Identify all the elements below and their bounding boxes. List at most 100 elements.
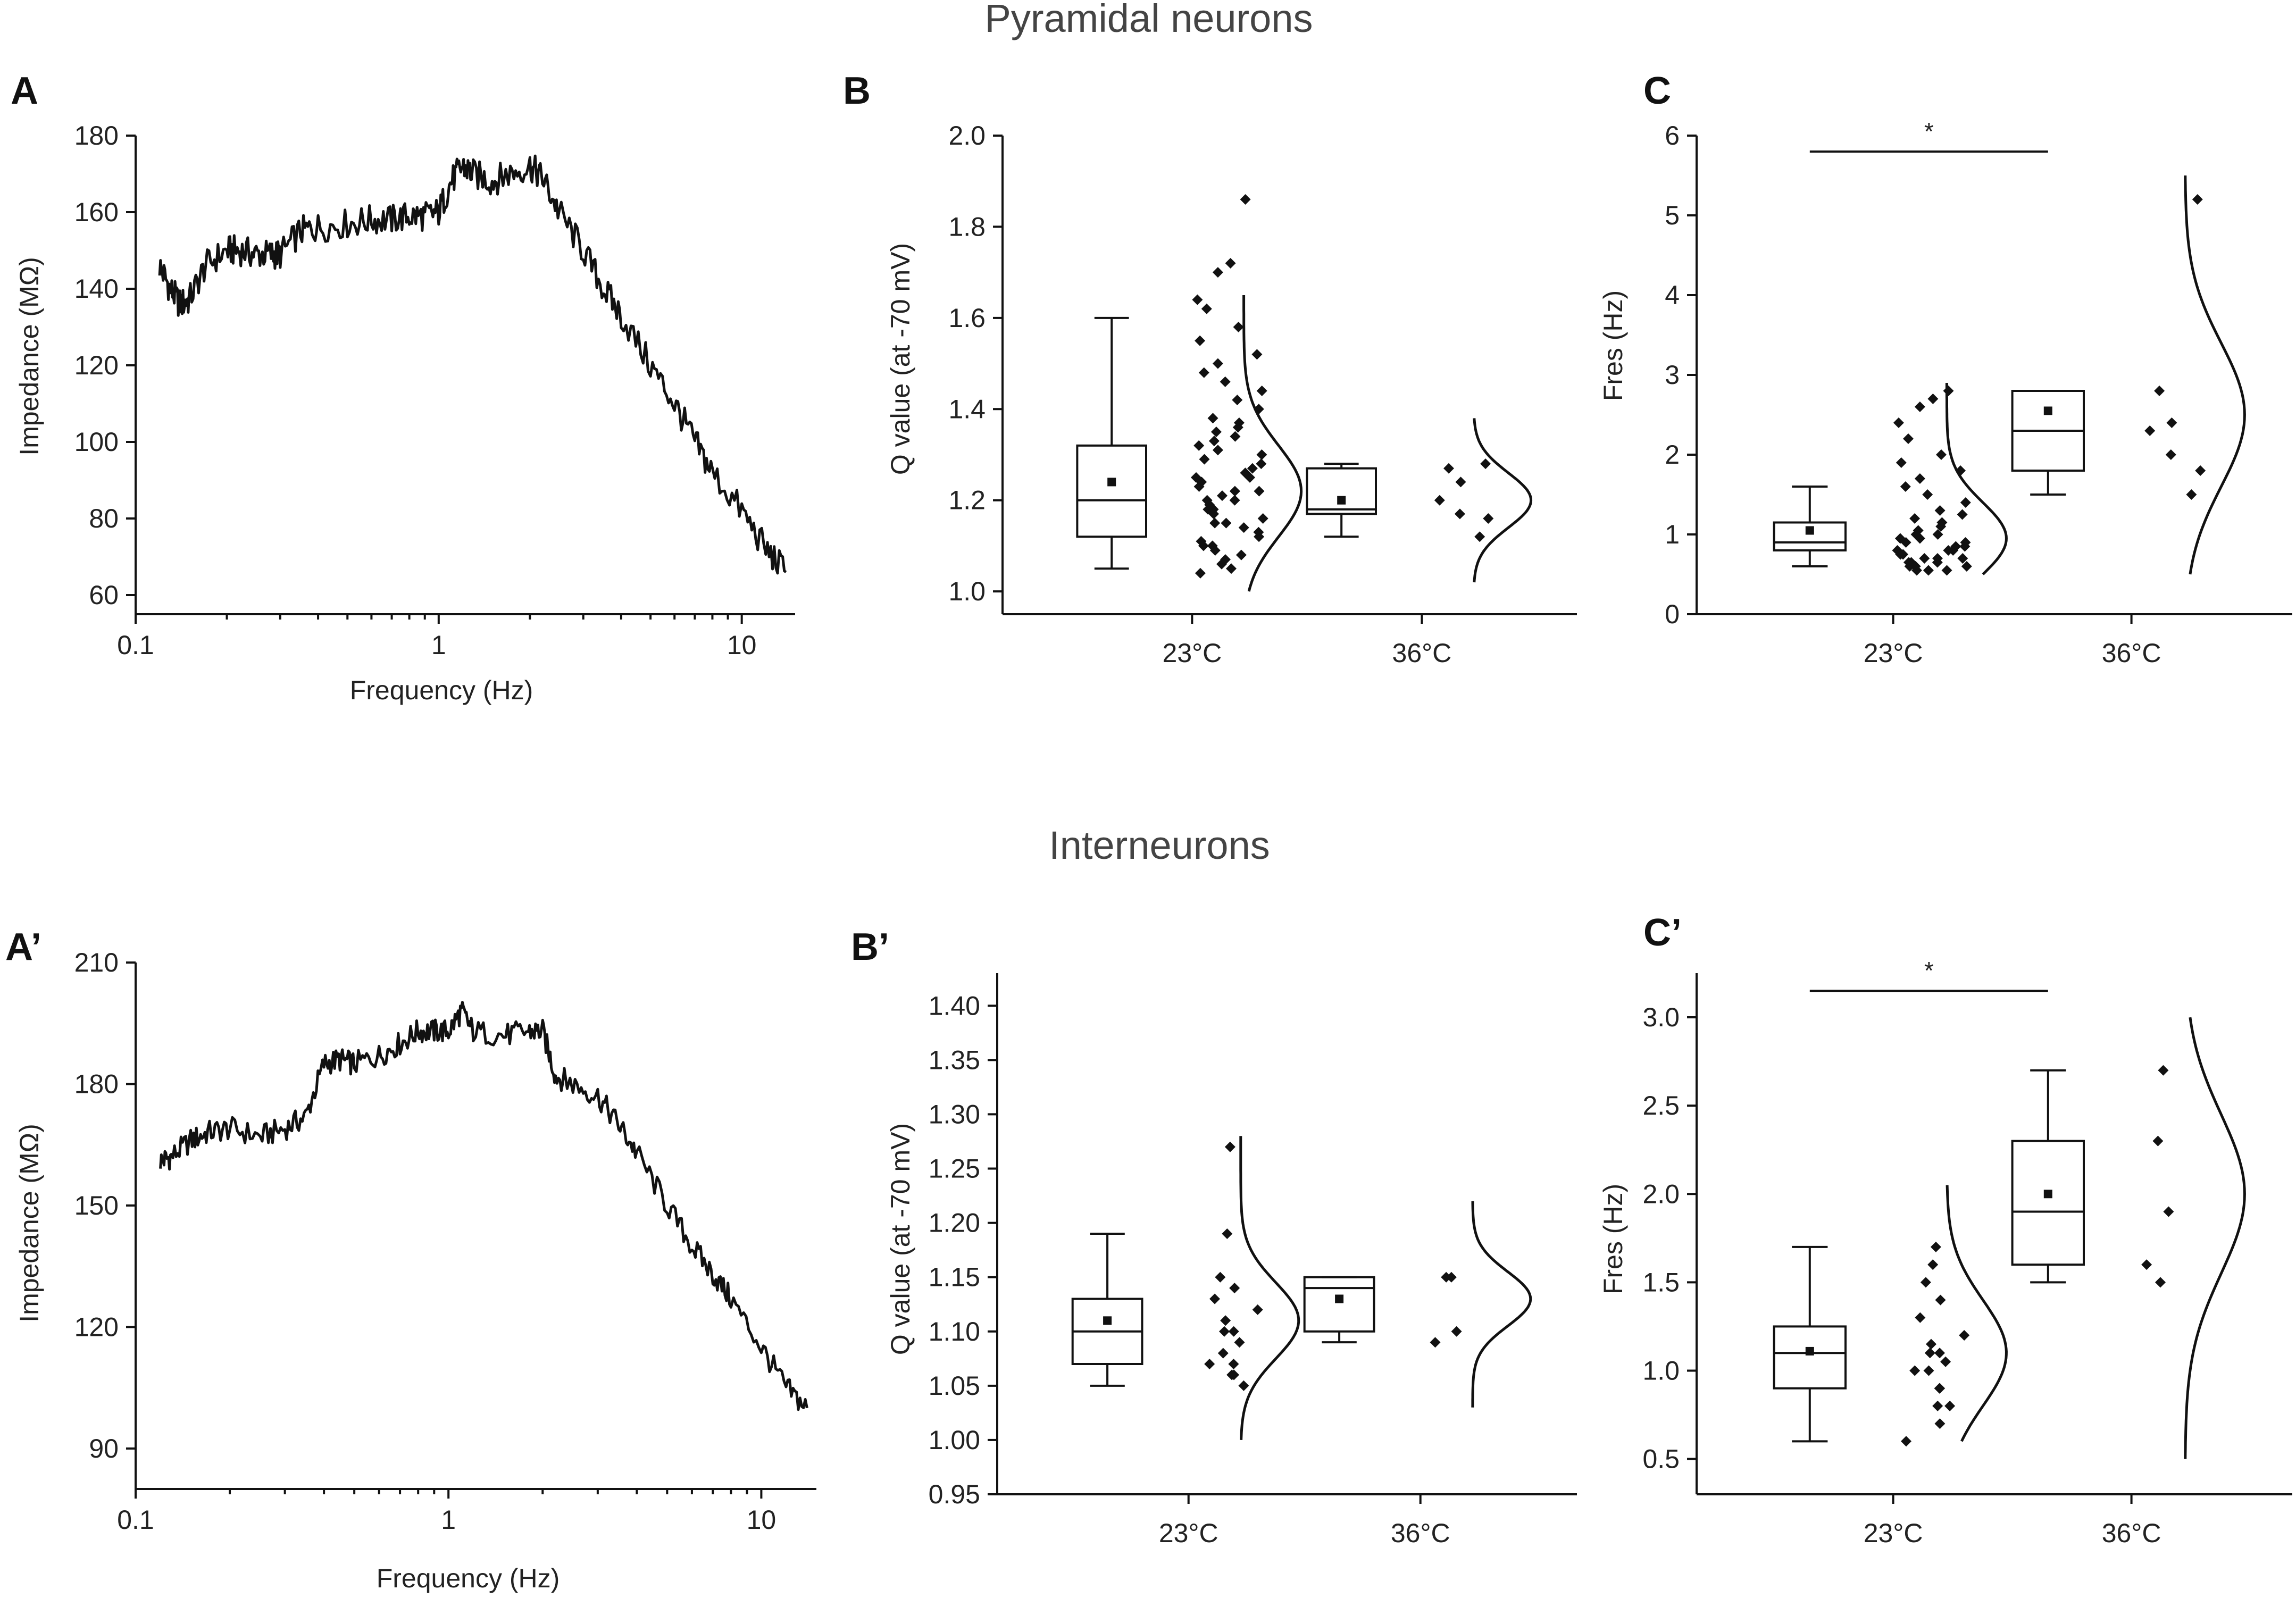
data-point [1207, 413, 1218, 424]
data-point [1943, 386, 1954, 396]
box-iqr [1306, 467, 1377, 515]
data-point [1193, 481, 1205, 492]
box-mean [1805, 1346, 1814, 1356]
box-mean [1805, 526, 1814, 535]
y-tick-label: 1.10 [929, 1317, 980, 1346]
data-point [1222, 1228, 1233, 1239]
data-point [1920, 1277, 1931, 1288]
panel-c: C Fres (Hz) 0 1 2 3 4 5 6 23°C 36°C * [1598, 70, 2292, 668]
C-plot-area: 0 1 2 3 4 5 6 23°C 36°C * [1665, 118, 2292, 668]
data-point [2158, 1065, 2169, 1076]
y-tick-label: 0.95 [929, 1479, 980, 1509]
data-point [1209, 545, 1221, 556]
data-point [1220, 1315, 1231, 1326]
y-tick-label: 1 [1665, 520, 1680, 549]
distribution-curve [1945, 383, 2008, 575]
panel-c-prime-ylabel: Fres (Hz) [1598, 1184, 1628, 1294]
data-point [1941, 565, 1952, 576]
panel-a-ylabel: Impedance (MΩ) [14, 257, 44, 456]
data-point [1441, 1271, 1452, 1283]
data-point [1959, 541, 1971, 552]
significance-star: * [1924, 118, 1934, 145]
section-title-interneurons: Interneurons [1049, 823, 1270, 867]
y-tick-label: 0.5 [1642, 1444, 1680, 1474]
A2-impedance-trace [159, 1001, 808, 1411]
data-point [1226, 563, 1237, 574]
data-point [1430, 1337, 1441, 1348]
data-point [1896, 457, 1907, 468]
data-point [1208, 436, 1220, 447]
y-tick-label: 180 [74, 121, 119, 150]
y-tick-label: 2.0 [1642, 1179, 1680, 1209]
data-point [1911, 565, 1922, 576]
y-tick-label: 60 [89, 580, 119, 610]
panel-a-letter: A [11, 70, 38, 112]
panel-a-xlabel: Frequency (Hz) [350, 675, 533, 705]
y-tick-label: 1.0 [1642, 1356, 1680, 1385]
data-point [1451, 1326, 1462, 1337]
data-point [1229, 495, 1240, 506]
y-tick-label: 3.0 [1642, 1002, 1680, 1032]
panel-b-letter: B [843, 70, 871, 112]
data-point [1960, 497, 1971, 508]
box-iqr [1773, 521, 1847, 551]
data-point [1233, 322, 1244, 332]
panel-a: A Impedance (MΩ) Frequency (Hz) 60 80 100 1… [11, 70, 795, 705]
distribution-curve [1471, 1201, 1532, 1408]
data-point [1944, 1400, 1956, 1411]
data-point [1474, 531, 1485, 542]
panel-b: B Q value (at -70 mV) 1.0 1.2 1.4 1.6 1.8 2.0… [843, 70, 1577, 668]
data-point [1232, 422, 1243, 433]
y-tick-label: 210 [74, 948, 119, 977]
data-point [1212, 267, 1223, 278]
y-tick-label: 1.40 [929, 991, 980, 1020]
data-point [1193, 440, 1205, 451]
data-point [1934, 1348, 1945, 1359]
x-tick-label: 23°C [1864, 638, 1923, 668]
data-point [1220, 376, 1231, 387]
data-point [1455, 476, 1466, 488]
x-tick-label: 0.1 [117, 1505, 154, 1535]
x-tick-label: 10 [727, 630, 757, 660]
data-point [1208, 508, 1219, 520]
x-tick-label: 10 [747, 1505, 777, 1535]
data-point [1240, 194, 1251, 205]
box-mean [1103, 1316, 1112, 1325]
data-point [1948, 545, 1959, 556]
y-tick-label: 1.35 [929, 1045, 980, 1075]
y-tick-label: 90 [89, 1434, 119, 1463]
data-point [1923, 565, 1934, 576]
data-point [1934, 1383, 1946, 1394]
data-point [1959, 1330, 1970, 1341]
y-tick-label: 5 [1665, 200, 1680, 230]
y-tick-label: 6 [1665, 121, 1680, 150]
data-point [1198, 540, 1209, 551]
data-point [2154, 386, 2165, 396]
panel-a-prime-ylabel: Impedance (MΩ) [14, 1124, 44, 1323]
y-tick-label: 2.5 [1642, 1091, 1680, 1120]
distribution-curve [2184, 175, 2246, 575]
x-tick-label: 36°C [1392, 638, 1452, 668]
data-point [1909, 1365, 1921, 1376]
distribution-curve [1473, 418, 1533, 583]
data-point [1210, 426, 1222, 438]
data-point [1209, 1293, 1220, 1304]
data-point [1228, 1359, 1239, 1369]
B-plot-area: 1.0 1.2 1.4 1.6 1.8 2.0 23°C 36°C [948, 121, 1577, 668]
panel-a-prime: A’ Impedance (MΩ) Frequency (Hz) 90 120 15… [5, 926, 816, 1593]
data-point [1932, 1400, 1943, 1411]
data-point [1212, 358, 1223, 369]
data-point [2155, 1277, 2166, 1288]
data-point [1483, 513, 1494, 524]
C2-plot-area: 0.5 1.0 1.5 2.0 2.5 3.0 23°C 36°C * [1642, 957, 2292, 1548]
y-tick-label: 180 [74, 1069, 119, 1099]
y-tick-label: 1.15 [929, 1262, 980, 1292]
data-point [2165, 449, 2176, 460]
y-tick-label: 150 [74, 1191, 119, 1220]
x-tick-label: 23°C [1159, 1518, 1218, 1548]
data-point [2141, 1259, 2152, 1270]
y-tick-label: 120 [74, 1312, 119, 1342]
data-point [1919, 553, 1930, 564]
data-point [1232, 395, 1243, 406]
